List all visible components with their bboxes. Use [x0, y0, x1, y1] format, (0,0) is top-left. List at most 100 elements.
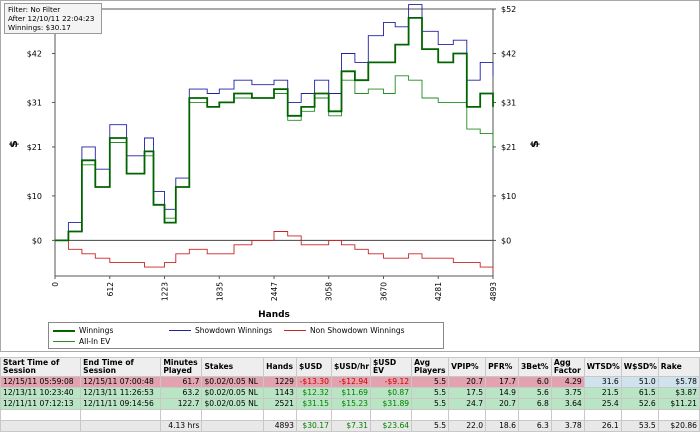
y-tick-label-right: $0: [501, 236, 511, 245]
y-axis-label-right: $: [528, 140, 541, 148]
legend-item-non-showdown: Non Showdown Winnings: [284, 326, 405, 335]
total-hands: 4893: [263, 420, 298, 432]
legend-label-all-in-ev: All-In EV: [79, 337, 111, 346]
cell-wsd: 61.5: [620, 387, 659, 399]
session-row[interactable]: 12/15/11 05:59:08 12/15/11 07:00:48 61.7 $0…: [0, 376, 700, 388]
column-header-rake[interactable]: Rake: [657, 357, 700, 377]
column-header-wtsd[interactable]: WTSD%: [583, 357, 622, 377]
x-tick-label: 3058: [325, 282, 334, 301]
cell-wsd: 52.6: [620, 398, 659, 410]
total-wsd: 53.5: [620, 420, 659, 432]
cell-usd: $31.15: [296, 398, 332, 410]
y-tick-label-right: $31: [501, 98, 516, 107]
session-row[interactable]: 12/11/11 07:12:13 12/11/11 09:14:56 122.7 $…: [0, 398, 700, 410]
cell-3bet: 6.0: [518, 376, 552, 388]
spacer-cell: [550, 409, 585, 421]
spacer-cell: [330, 409, 372, 421]
cell-agg-factor: 4.29: [550, 376, 585, 388]
cell-rake: $5.78: [657, 376, 700, 388]
total-agg-factor: 3.78: [550, 420, 585, 432]
cell-usd: -$13.30: [296, 376, 332, 388]
column-header-end-time[interactable]: End Time of Session: [80, 357, 162, 377]
legend-swatch-winnings: [53, 329, 75, 332]
spacer-cell: [369, 409, 413, 421]
cell-hands: 2521: [263, 398, 298, 410]
x-tick-label: 4893: [489, 282, 498, 301]
cell-start-time: 12/11/11 07:12:13: [0, 398, 82, 410]
x-tick-label: 0: [51, 282, 60, 287]
winnings-graph: $52$52$42$42$31$31$21$21$10$10$0$0061212…: [0, 0, 700, 352]
column-header-minutes-played[interactable]: Minutes Played: [160, 357, 203, 377]
filter-info-box: Filter: No Filter After 12/10/11 22:04:2…: [4, 3, 102, 34]
column-header-start-time[interactable]: Start Time of Session: [0, 357, 82, 377]
cell-wtsd: 25.4: [583, 398, 622, 410]
x-tick-label: 3670: [380, 282, 389, 301]
column-header-agg-factor[interactable]: Agg Factor: [550, 357, 585, 377]
spacer-cell: [80, 409, 162, 421]
column-header-vpip[interactable]: VPIP%: [448, 357, 487, 377]
session-stats-table: Start Time of Session End Time of Session…: [0, 357, 700, 432]
series-winnings-line: [55, 17, 494, 242]
total-usd-ev: $23.64: [369, 420, 413, 432]
cell-stakes: $0.02/0.05 NL: [201, 387, 265, 399]
column-header-pfr[interactable]: PFR%: [485, 357, 519, 377]
y-tick-label-right: $21: [501, 143, 516, 152]
cell-usd: $12.32: [296, 387, 332, 399]
total-minutes-played: 4.13 hrs: [160, 420, 203, 432]
cell-usd-ev: -$9.12: [369, 376, 413, 388]
filter-winnings-label: Winnings: $30.17: [8, 23, 71, 32]
cell-avg-players: 5.5: [411, 387, 450, 399]
y-tick-label-right: $10: [501, 192, 516, 201]
spacer-cell: [201, 409, 265, 421]
spacer-row: [0, 409, 700, 421]
cell-usd-per-hr: -$12.94: [330, 376, 372, 388]
column-header-usd-per-hr[interactable]: $USD/hr: [330, 357, 372, 377]
cell-wtsd: 21.5: [583, 387, 622, 399]
spacer-cell: [448, 409, 487, 421]
legend-label-winnings: Winnings: [79, 326, 114, 335]
y-tick-label-left: $10: [27, 192, 42, 201]
total-stakes: [201, 420, 265, 432]
table-header-row: Start Time of Session End Time of Session…: [0, 357, 700, 377]
cell-pfr: 17.7: [485, 376, 519, 388]
column-header-stakes[interactable]: Stakes: [201, 357, 265, 377]
x-tick-label: 2447: [270, 282, 279, 301]
cell-wtsd: 31.6: [583, 376, 622, 388]
legend-label-non-showdown: Non Showdown Winnings: [310, 326, 405, 335]
column-header-usd-ev[interactable]: $USD EV: [369, 357, 413, 377]
cell-avg-players: 5.5: [411, 376, 450, 388]
spacer-cell: [518, 409, 552, 421]
cell-vpip: 20.7: [448, 376, 487, 388]
y-tick-label-left: $31: [27, 98, 42, 107]
series-non-showdown-line: [55, 231, 494, 272]
cell-avg-players: 5.5: [411, 398, 450, 410]
column-header-wsd[interactable]: W$SD%: [620, 357, 659, 377]
y-axis-label-left: $: [7, 140, 20, 148]
column-header-3bet[interactable]: 3Bet%: [518, 357, 552, 377]
spacer-cell: [296, 409, 332, 421]
spacer-cell: [657, 409, 700, 421]
session-row[interactable]: 12/13/11 10:23:40 12/13/11 11:26:53 63.2 $0…: [0, 387, 700, 399]
cell-start-time: 12/15/11 05:59:08: [0, 376, 82, 388]
cell-hands: 1229: [263, 376, 298, 388]
totals-row: 4.13 hrs 4893 $30.17 $7.31 $23.64 5.5 22.0 18.6…: [0, 420, 700, 432]
total-3bet: 6.3: [518, 420, 552, 432]
cell-start-time: 12/13/11 10:23:40: [0, 387, 82, 399]
cell-minutes-played: 63.2: [160, 387, 203, 399]
column-header-usd[interactable]: $USD: [296, 357, 332, 377]
y-tick-label-left: $21: [27, 143, 42, 152]
x-tick-label: 612: [106, 282, 115, 297]
x-tick-label: 1835: [215, 282, 224, 301]
column-header-hands[interactable]: Hands: [263, 357, 298, 377]
y-tick-label-left: $0: [32, 236, 42, 245]
total-vpip: 22.0: [448, 420, 487, 432]
cell-usd-ev: $0.87: [369, 387, 413, 399]
y-tick-label-right: $52: [501, 5, 516, 14]
total-usd: $30.17: [296, 420, 332, 432]
column-header-avg-players[interactable]: Avg Players: [411, 357, 450, 377]
cell-minutes-played: 61.7: [160, 376, 203, 388]
spacer-cell: [583, 409, 622, 421]
cell-pfr: 20.7: [485, 398, 519, 410]
cell-wsd: 51.0: [620, 376, 659, 388]
filter-label: Filter: No Filter: [8, 5, 61, 14]
